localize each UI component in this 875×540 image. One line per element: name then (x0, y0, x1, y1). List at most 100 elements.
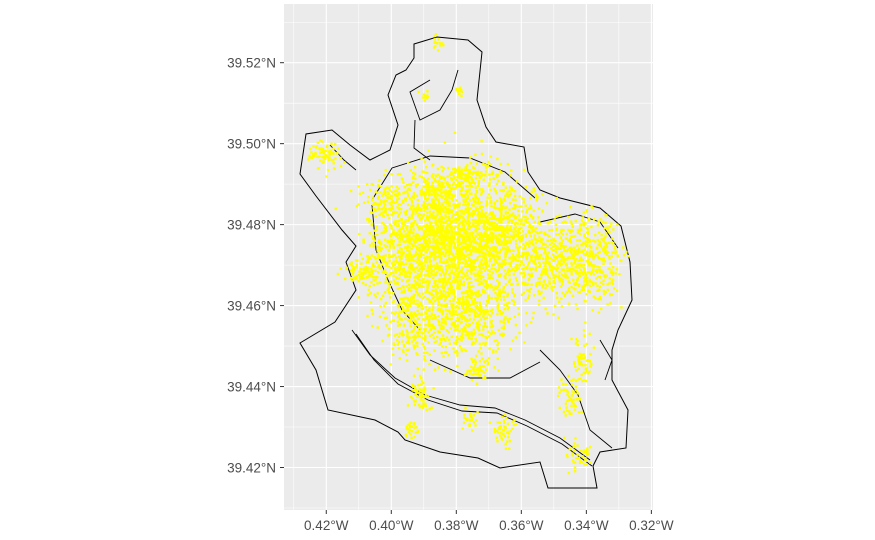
data-point (438, 278, 442, 281)
data-point (521, 210, 524, 213)
data-point (511, 299, 515, 302)
data-point (546, 312, 549, 315)
data-point (484, 229, 488, 232)
data-point (399, 243, 402, 247)
data-point (580, 289, 583, 292)
data-point (430, 174, 434, 178)
data-point (503, 216, 506, 220)
data-point (371, 183, 375, 186)
data-point (452, 194, 455, 198)
data-point (383, 223, 386, 226)
data-point (495, 261, 499, 264)
data-point (456, 328, 459, 331)
data-point (389, 272, 392, 275)
data-point (553, 242, 556, 246)
data-point (524, 186, 528, 189)
data-point (412, 399, 416, 403)
data-point (587, 372, 590, 375)
data-point (447, 264, 451, 267)
data-point (487, 220, 490, 223)
data-point (590, 246, 593, 249)
data-point (493, 228, 496, 231)
data-point (421, 204, 424, 207)
data-point (393, 253, 396, 257)
data-point (479, 282, 482, 285)
data-point (581, 357, 584, 360)
data-point (445, 198, 448, 201)
data-point (488, 259, 492, 263)
data-point (517, 214, 521, 217)
data-point (585, 208, 589, 212)
data-point (504, 283, 508, 286)
data-point (446, 201, 449, 204)
data-point (524, 204, 527, 207)
data-point (603, 249, 606, 253)
data-point (481, 188, 484, 191)
data-point (401, 235, 404, 239)
data-point (494, 247, 497, 251)
data-point (461, 276, 465, 279)
data-point (512, 303, 516, 306)
data-point (435, 284, 439, 287)
data-point (403, 270, 406, 273)
data-point (423, 170, 426, 174)
data-point (428, 317, 431, 321)
data-point (604, 276, 607, 279)
data-point (436, 239, 439, 242)
data-point (531, 239, 534, 242)
data-point (443, 247, 446, 250)
data-point (500, 206, 503, 210)
data-point (611, 271, 615, 274)
data-point (462, 280, 466, 284)
data-point (563, 436, 566, 440)
data-point (398, 273, 401, 277)
data-point (393, 210, 396, 214)
data-point (427, 341, 430, 344)
data-point (482, 225, 485, 228)
city-outline (299, 36, 633, 489)
data-point (498, 266, 501, 269)
data-point (398, 332, 401, 335)
data-point (421, 281, 424, 285)
data-point (447, 195, 451, 198)
data-point (464, 166, 468, 169)
data-point (441, 313, 444, 316)
data-point (387, 192, 390, 195)
data-point (441, 202, 444, 205)
data-point (465, 318, 469, 321)
data-point (456, 351, 459, 355)
data-point (560, 273, 564, 277)
data-point (397, 229, 400, 232)
data-point (511, 259, 514, 262)
data-point (390, 185, 393, 188)
data-point (589, 261, 592, 264)
data-point (414, 184, 418, 187)
data-point (437, 250, 441, 253)
data-point (405, 359, 409, 362)
data-point (496, 305, 499, 308)
data-point (455, 185, 458, 188)
data-point (490, 204, 493, 208)
data-point (462, 200, 466, 203)
data-point (432, 203, 435, 207)
data-point (499, 203, 503, 206)
data-point (418, 282, 421, 285)
data-point (432, 276, 435, 280)
data-point (589, 272, 593, 276)
data-point (515, 246, 518, 249)
data-point (461, 245, 464, 249)
data-point (475, 226, 478, 229)
data-point (470, 192, 473, 195)
data-point (431, 289, 434, 292)
data-point (560, 243, 563, 246)
data-point (586, 238, 590, 241)
data-point (512, 423, 516, 427)
data-point (551, 253, 555, 256)
data-point (484, 244, 487, 247)
data-point (473, 342, 476, 345)
data-point (602, 262, 605, 265)
data-point (428, 189, 431, 192)
data-point (391, 207, 395, 211)
data-point (469, 156, 472, 159)
data-point (525, 267, 529, 270)
